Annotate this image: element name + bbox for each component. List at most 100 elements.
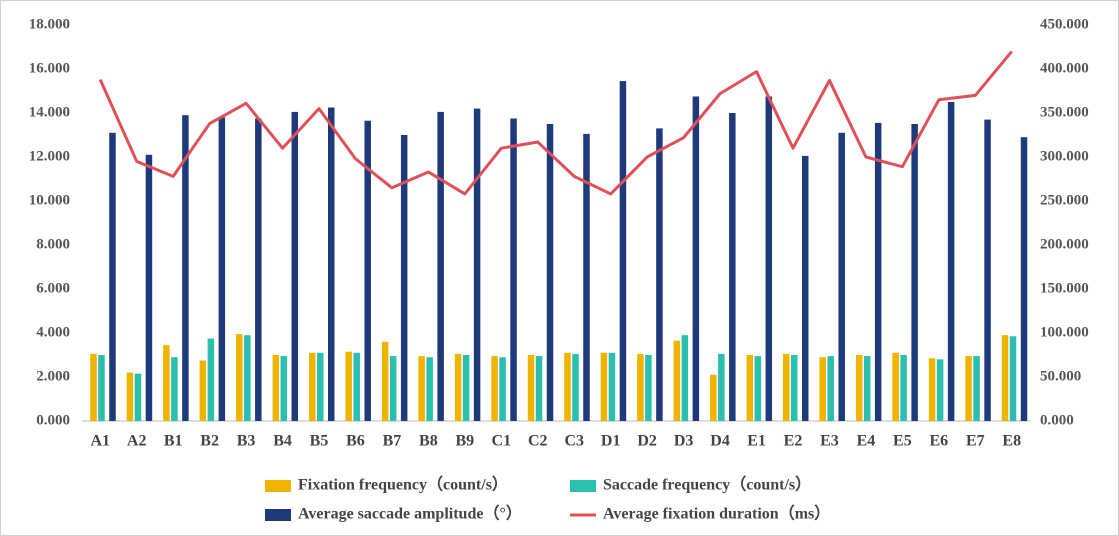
y-tick-label: 8.000 bbox=[36, 236, 70, 252]
bar bbox=[317, 352, 324, 421]
bar bbox=[892, 352, 899, 421]
y-tick-label: 0.000 bbox=[36, 412, 70, 428]
bar bbox=[236, 334, 243, 421]
bar bbox=[783, 353, 790, 421]
x-tick-label: E1 bbox=[747, 433, 766, 450]
x-tick-label: E4 bbox=[857, 433, 876, 450]
y-tick-label: 4.000 bbox=[36, 324, 70, 340]
bar bbox=[145, 154, 153, 422]
y2-tick-label: 150.000 bbox=[1040, 280, 1089, 296]
bar bbox=[1009, 336, 1017, 421]
bar bbox=[364, 120, 371, 421]
y-tick-label: 12.000 bbox=[29, 148, 70, 164]
bar bbox=[309, 352, 316, 421]
y2-tick-label: 250.000 bbox=[1040, 192, 1089, 208]
bar bbox=[936, 359, 944, 421]
bar bbox=[163, 345, 170, 421]
bar bbox=[819, 357, 826, 421]
x-tick-label: B5 bbox=[310, 433, 329, 450]
y2-tick-label: 300.000 bbox=[1040, 148, 1089, 164]
bar bbox=[437, 111, 444, 422]
bar bbox=[863, 356, 871, 421]
bar bbox=[182, 115, 189, 421]
bar bbox=[218, 117, 226, 422]
bar bbox=[645, 355, 652, 421]
legend-label: Fixation frequency（count/s） bbox=[298, 476, 508, 494]
bar bbox=[608, 352, 616, 421]
x-tick-label: E5 bbox=[893, 433, 912, 450]
bar bbox=[692, 96, 700, 421]
bar bbox=[619, 81, 627, 421]
bar bbox=[473, 108, 481, 421]
y-tick-label: 14.000 bbox=[29, 104, 70, 120]
y2-tick-label: 50.000 bbox=[1040, 368, 1081, 384]
bar bbox=[134, 373, 142, 421]
x-tick-label: B6 bbox=[346, 433, 365, 450]
bar bbox=[199, 360, 207, 421]
bar bbox=[353, 352, 360, 421]
bar bbox=[965, 356, 972, 421]
bar bbox=[984, 119, 991, 421]
bar bbox=[681, 335, 689, 421]
bar bbox=[328, 107, 335, 421]
bar bbox=[572, 353, 579, 421]
bar bbox=[900, 355, 907, 421]
bar bbox=[583, 133, 590, 421]
bar bbox=[207, 338, 215, 421]
bar bbox=[791, 355, 798, 421]
legend-label: Average saccade amplitude（°） bbox=[298, 505, 522, 523]
bar bbox=[600, 352, 608, 421]
bar bbox=[499, 357, 506, 421]
bar bbox=[291, 111, 299, 422]
x-tick-label: B8 bbox=[419, 433, 438, 450]
x-tick-label: C3 bbox=[564, 433, 584, 450]
y2-tick-label: 350.000 bbox=[1040, 104, 1089, 120]
bar bbox=[656, 128, 663, 421]
bar bbox=[126, 372, 134, 421]
bar bbox=[244, 335, 251, 421]
bar bbox=[90, 353, 97, 421]
bar bbox=[564, 352, 571, 421]
bar bbox=[718, 353, 725, 421]
bar bbox=[280, 356, 288, 421]
x-tick-label: E3 bbox=[820, 433, 839, 450]
bar bbox=[527, 355, 535, 421]
bar bbox=[389, 356, 397, 421]
bar bbox=[928, 358, 936, 421]
bar bbox=[546, 124, 554, 421]
x-tick-label: B7 bbox=[383, 433, 402, 450]
x-tick-label: B3 bbox=[237, 433, 256, 450]
legend-label: Average fixation duration（ms） bbox=[603, 505, 830, 523]
x-tick-label: D4 bbox=[710, 433, 730, 450]
y2-tick-label: 450.000 bbox=[1040, 16, 1089, 32]
bar bbox=[802, 155, 809, 421]
x-tick-label: E8 bbox=[1002, 433, 1021, 450]
x-tick-label: C1 bbox=[492, 433, 512, 450]
bar bbox=[454, 353, 462, 421]
y-tick-label: 6.000 bbox=[36, 280, 70, 296]
x-tick-label: D2 bbox=[637, 433, 657, 450]
bar bbox=[462, 355, 470, 421]
bar bbox=[637, 353, 644, 421]
bar bbox=[673, 340, 681, 421]
bar bbox=[973, 356, 980, 421]
bar bbox=[491, 356, 498, 421]
line bbox=[98, 50, 1013, 196]
bar bbox=[874, 122, 882, 422]
bar bbox=[765, 96, 773, 421]
bar bbox=[535, 356, 543, 421]
bar bbox=[381, 341, 389, 421]
bar bbox=[746, 355, 754, 421]
x-tick-label: A2 bbox=[127, 433, 147, 450]
bar bbox=[1001, 335, 1009, 421]
y2-tick-label: 100.000 bbox=[1040, 324, 1089, 340]
bar bbox=[255, 118, 262, 421]
bar bbox=[754, 356, 762, 421]
bar bbox=[947, 102, 955, 421]
y-tick-label: 16.000 bbox=[29, 60, 70, 76]
bar bbox=[345, 351, 352, 421]
y-tick-label: 10.000 bbox=[29, 192, 70, 208]
bar bbox=[272, 355, 280, 421]
bar bbox=[729, 113, 736, 421]
bar bbox=[109, 132, 116, 422]
